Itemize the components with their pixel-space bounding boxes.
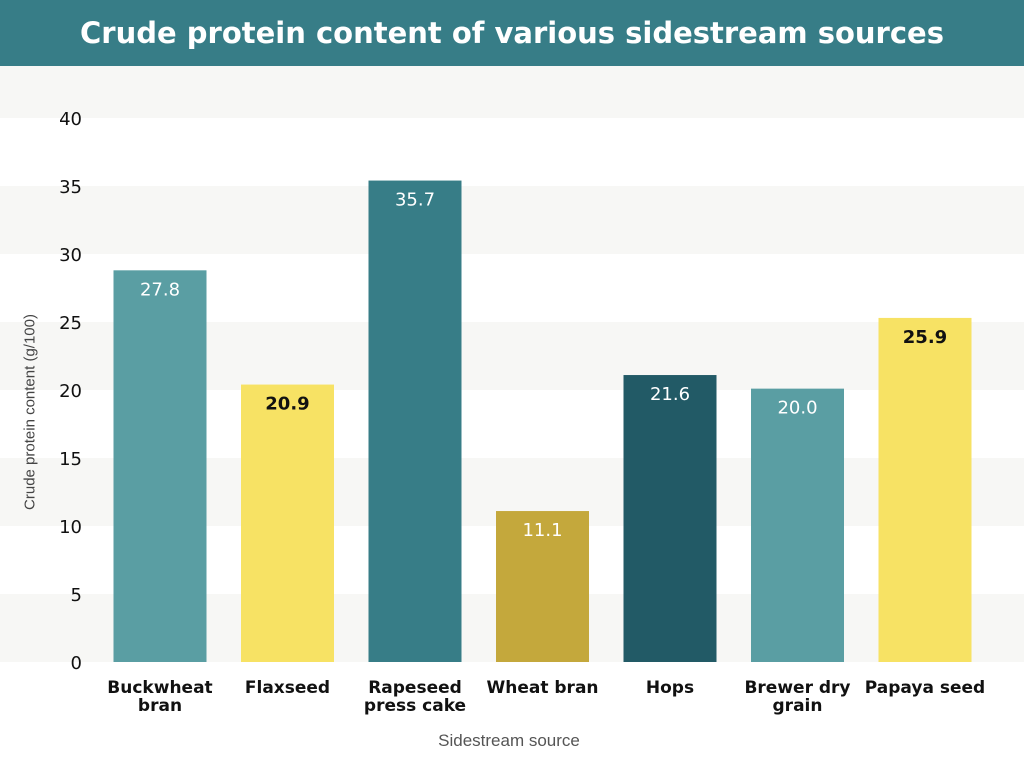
- y-tick-label: 25: [59, 313, 82, 334]
- y-tick-label: 0: [71, 653, 82, 674]
- bar: [368, 180, 462, 662]
- bar: [113, 270, 207, 662]
- x-axis-ticks: Buckwheat bran Flaxseed Rapeseed press cake W…: [107, 678, 985, 716]
- header: Crude protein content of various sidestr…: [0, 0, 1024, 66]
- bar: [751, 388, 844, 662]
- y-tick-label: 30: [59, 245, 82, 266]
- y-axis-title: Crude protein content (g/100): [21, 314, 39, 510]
- y-tick-label: 5: [71, 585, 82, 606]
- bar: [623, 375, 717, 662]
- x-tick-label: Buckwheat bran: [107, 678, 212, 716]
- data-label: 20.9: [265, 394, 309, 415]
- x-tick-label: Wheat bran: [486, 678, 598, 698]
- x-tick-label: Hops: [646, 678, 694, 698]
- chart-title: Crude protein content of various sidestr…: [80, 16, 944, 50]
- bar: [496, 511, 589, 662]
- data-label: 35.7: [395, 190, 435, 211]
- data-label: 20.0: [777, 398, 817, 419]
- y-tick-label: 15: [59, 449, 82, 470]
- x-tick-label: Rapeseed press cake: [364, 678, 466, 716]
- x-axis-title: Sidestream source: [438, 731, 580, 750]
- header-background: [0, 0, 1024, 66]
- bar: [878, 317, 972, 662]
- x-tick-label: Papaya seed: [865, 678, 985, 698]
- data-label: 25.9: [903, 327, 947, 348]
- y-tick-label: 10: [59, 517, 82, 538]
- x-tick-label: Brewer dry grain: [744, 678, 850, 716]
- y-tick-label: 35: [59, 177, 82, 198]
- grid-band: [0, 66, 1024, 118]
- data-label: 27.8: [140, 279, 180, 300]
- data-label: 21.6: [650, 384, 690, 405]
- bar: [241, 384, 334, 662]
- x-tick-label: Flaxseed: [245, 678, 330, 698]
- y-tick-label: 40: [59, 109, 82, 130]
- y-axis-ticks: 0 5 10 15 20 25 30 35 40: [59, 109, 82, 674]
- grid-band: [0, 186, 1024, 254]
- data-label: 11.1: [522, 520, 562, 541]
- y-tick-label: 20: [59, 381, 82, 402]
- bars: 27.8 20.9 35.7 11.1 21.6 20.0 25.9: [113, 180, 972, 662]
